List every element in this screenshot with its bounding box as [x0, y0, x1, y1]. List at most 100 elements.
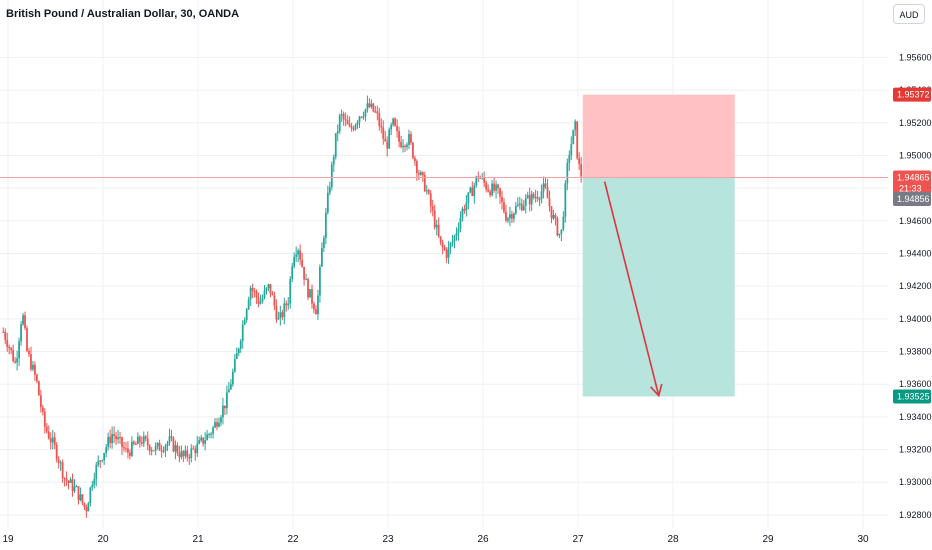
target-price-tag-bg [893, 389, 931, 404]
candle-body [233, 358, 236, 372]
candle-body [259, 301, 262, 304]
candle-body [285, 303, 288, 306]
currency-button[interactable]: AUD [893, 4, 925, 24]
candle-body [146, 438, 149, 446]
candle-body [186, 450, 189, 458]
candle-body [10, 347, 13, 351]
candle-body [564, 183, 567, 217]
candle-body [138, 436, 141, 443]
candle-body [196, 443, 199, 454]
candle-body [479, 177, 482, 179]
candle-body [358, 116, 361, 123]
candle-body [317, 295, 319, 315]
candle-body [364, 109, 367, 117]
candle-body [570, 144, 573, 156]
candle-body [342, 113, 345, 120]
candle-body [12, 350, 15, 362]
candle-body [384, 138, 387, 142]
candle-body [485, 182, 488, 190]
candle-body [520, 203, 523, 211]
price-tick-label: 1.94600 [899, 216, 932, 226]
price-axis-bg [888, 0, 932, 550]
candle-body [253, 290, 256, 292]
candle-body [109, 436, 112, 444]
candle-body [51, 437, 54, 443]
candle-body [160, 450, 163, 452]
time-axis: 19 20 21 22 23 26 27 28 29 30 [0, 528, 888, 550]
candle-body [130, 441, 133, 456]
candle-body [475, 176, 478, 186]
candle-body [119, 437, 121, 439]
candle-body [85, 507, 88, 512]
candle-body [518, 203, 521, 205]
candle-body [281, 312, 284, 318]
candle-body [99, 460, 102, 462]
candle-body [324, 212, 327, 238]
candle-body [560, 229, 563, 234]
candle-body [400, 141, 402, 148]
candle-body [235, 353, 238, 359]
candle-body [493, 183, 495, 191]
candle-body [297, 250, 300, 255]
candle-body [202, 437, 205, 444]
candle-body [320, 247, 323, 267]
candle-body [528, 195, 531, 205]
candle-body [348, 124, 351, 127]
candle-body [326, 192, 329, 213]
price-tick-label: 1.95000 [899, 150, 932, 160]
candle-body [49, 438, 52, 443]
candle-body [374, 111, 377, 113]
candle-body [123, 447, 125, 449]
candle-body [16, 358, 19, 363]
candle-body [558, 233, 561, 236]
candle-body [509, 214, 511, 219]
candle-body [451, 241, 454, 244]
candle-body [204, 440, 207, 444]
candle-body [81, 494, 84, 503]
candle-body [95, 464, 98, 479]
candle-body [245, 309, 248, 321]
candle-body [47, 431, 50, 439]
candle-body [524, 198, 527, 206]
price-axis: 1.956001.954001.952001.950001.948001.946… [888, 0, 932, 550]
candle-body [26, 328, 28, 351]
candle-body [18, 341, 20, 359]
candle-body [447, 247, 450, 258]
candle-body [283, 303, 286, 318]
candles [2, 95, 583, 518]
price-tick-label: 1.93800 [899, 347, 932, 357]
candle-body [218, 422, 220, 427]
candle-body [449, 243, 452, 248]
candle-body [469, 187, 472, 193]
last-price-tag: 1.94865 [897, 173, 930, 183]
candle-body [380, 125, 383, 128]
candle-body [441, 242, 444, 248]
candle-body [536, 196, 539, 199]
candle-body [103, 452, 106, 461]
candle-body [336, 131, 339, 134]
candle-body [505, 211, 507, 221]
candle-body [91, 484, 94, 488]
candle-body [388, 129, 391, 149]
candle-body [568, 155, 571, 163]
candle-body [435, 224, 438, 228]
candle-body [319, 266, 321, 296]
candle-body [410, 134, 412, 143]
candle-body [117, 437, 119, 440]
candle-body [212, 427, 214, 434]
candle-body [408, 134, 410, 145]
candle-body [386, 141, 389, 149]
candle-body [461, 208, 464, 218]
candle-body [277, 317, 280, 320]
price-tick-label: 1.93600 [899, 379, 932, 389]
candle-body [271, 293, 274, 296]
candle-body [43, 411, 46, 427]
candle-body [37, 381, 40, 396]
candle-body [255, 291, 258, 298]
candle-body [402, 145, 404, 148]
candle-body [530, 193, 533, 205]
bid-price-tag: 1.94856 [897, 194, 930, 204]
candle-body [87, 503, 90, 512]
candle-body [425, 190, 428, 192]
